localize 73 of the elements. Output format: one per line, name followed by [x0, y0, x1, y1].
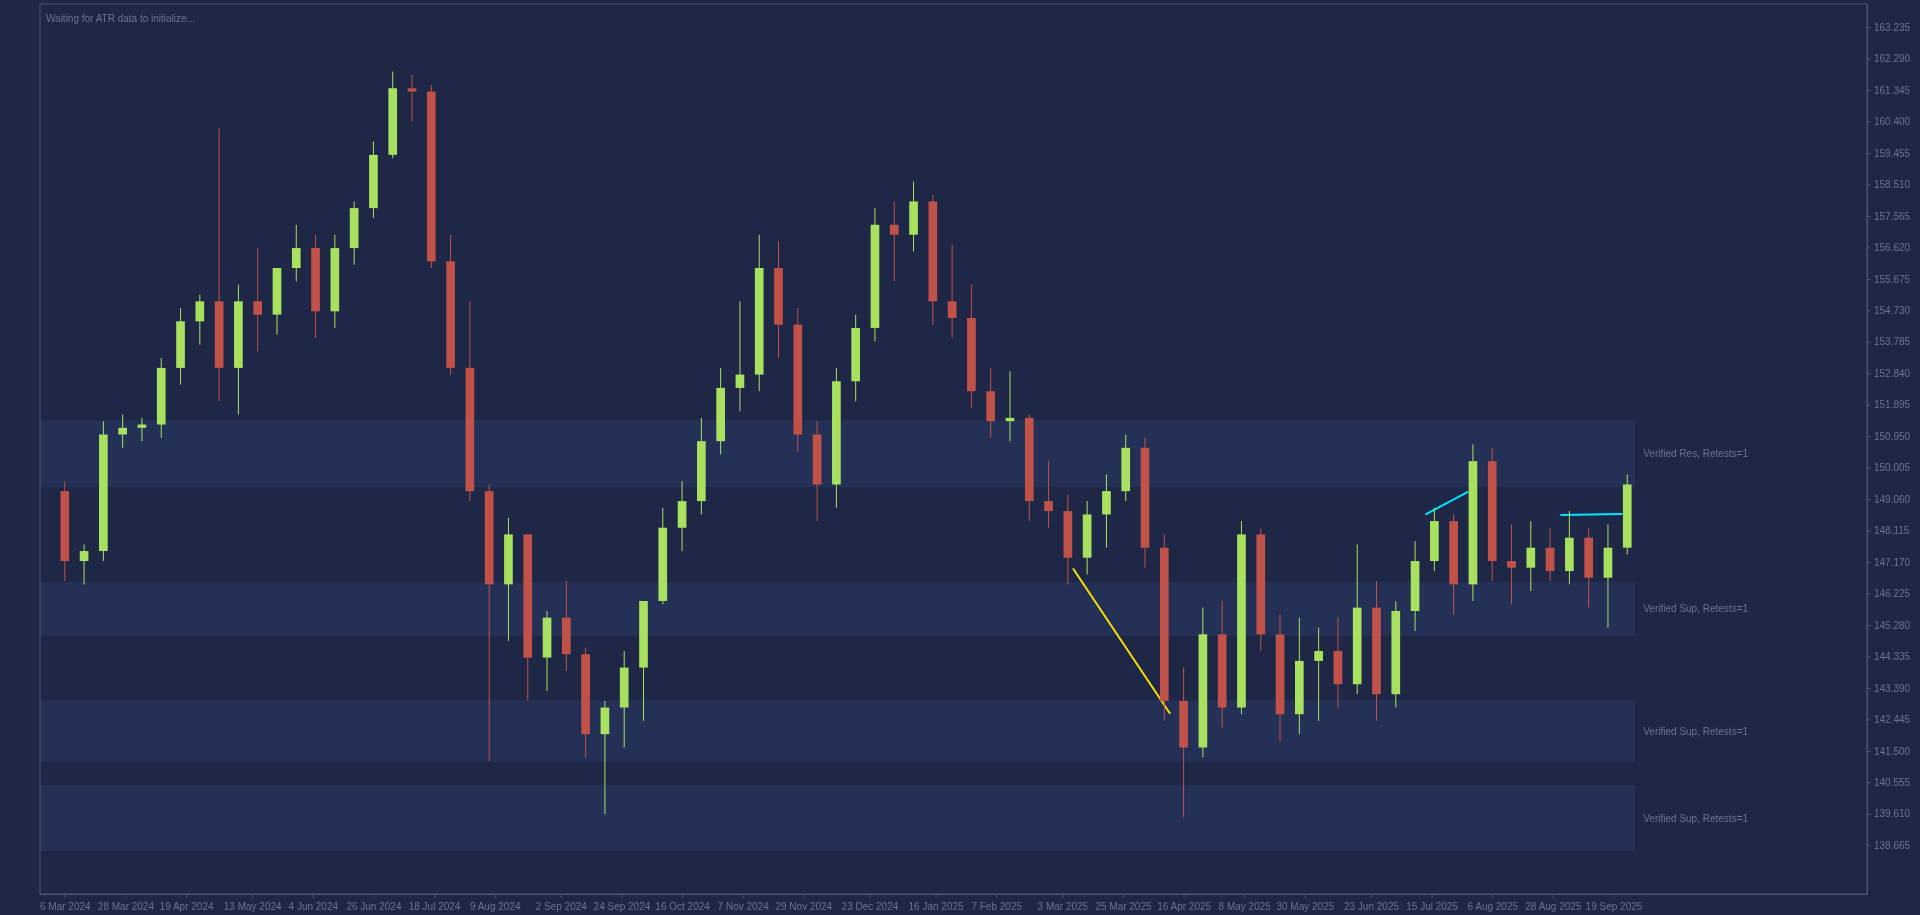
y-tick-label: 143.390	[1874, 682, 1911, 694]
candlestick	[1526, 520, 1536, 592]
x-tick-label: 13 May 2024	[223, 901, 283, 912]
x-tick-label: 29 Nov 2024	[775, 901, 833, 912]
x-tick-label: 7 Nov 2024	[717, 901, 770, 912]
band-label: Verified Sup, Retests=1	[1643, 603, 1749, 615]
y-tick-label: 138.665	[1874, 839, 1911, 851]
candlestick	[1102, 473, 1111, 549]
x-tick-label: 8 May 2025	[1218, 901, 1272, 912]
x-tick-label: 23 Jun 2025	[1343, 901, 1400, 912]
x-tick-label: 4 Jun 2024	[288, 901, 339, 912]
y-tick-label: 141.500	[1874, 745, 1911, 757]
candlestick	[407, 74, 417, 123]
x-tick-label: 28 Aug 2025	[1525, 901, 1582, 912]
y-tick-label: 149.060	[1874, 493, 1911, 505]
y-tick-label: 163.235	[1874, 21, 1911, 33]
candlestick	[1545, 527, 1555, 582]
candlestick	[79, 543, 89, 585]
candlestick	[735, 300, 745, 412]
x-tick-label: 25 Mar 2025	[1095, 901, 1152, 912]
y-tick-label: 155.675	[1874, 273, 1911, 285]
band-label: Verified Sup, Retests=1	[1643, 812, 1749, 824]
y-tick-label: 152.840	[1874, 367, 1911, 379]
y-tick-label: 147.170	[1874, 556, 1911, 568]
x-tick-label: 16 Oct 2024	[655, 901, 711, 912]
candlestick	[118, 414, 128, 449]
candlestick	[1044, 460, 1053, 529]
y-tick-label: 139.610	[1874, 808, 1911, 820]
candlestick	[947, 244, 957, 339]
y-tick-label: 151.895	[1874, 399, 1911, 411]
x-tick-label: 19 Apr 2024	[159, 901, 214, 912]
y-tick-label: 160.400	[1874, 116, 1911, 128]
x-tick-label: 26 Jun 2024	[346, 901, 402, 912]
y-tick-label: 150.950	[1874, 430, 1911, 442]
x-tick-label: 16 Jan 2025	[908, 901, 965, 912]
x-tick-label: 2 Sep 2024	[535, 901, 588, 912]
x-tick-label: 23 Dec 2024	[841, 901, 899, 912]
x-tick-label: 9 Aug 2024	[469, 901, 521, 912]
x-tick-label: 28 Mar 2024	[97, 901, 155, 912]
y-tick-label: 144.335	[1874, 651, 1911, 663]
x-tick-label: 16 Apr 2025	[1157, 901, 1212, 912]
x-tick-label: 3 Mar 2025	[1037, 901, 1089, 912]
annotation: Waiting for ATR data to initialize...	[46, 13, 195, 24]
y-tick-label: 159.455	[1874, 147, 1911, 159]
x-tick-label: 30 May 2025	[1276, 901, 1335, 912]
y-tick-label: 145.280	[1874, 619, 1911, 631]
candlestick	[195, 294, 205, 346]
x-tick-label: 6 Aug 2025	[1467, 901, 1519, 912]
y-tick-label: 162.290	[1874, 53, 1911, 65]
x-tick-label: 18 Jul 2024	[408, 901, 461, 912]
y-tick-label: 158.510	[1874, 179, 1911, 191]
y-tick-label: 161.345	[1874, 84, 1911, 96]
x-tick-label: 7 Feb 2025	[971, 901, 1023, 912]
candlestick	[889, 200, 899, 282]
x-tick-label: 19 Sep 2025	[1585, 901, 1643, 912]
y-tick-label: 150.005	[1874, 462, 1911, 474]
y-tick-label: 153.785	[1874, 336, 1911, 348]
x-tick-label: 24 Sep 2024	[593, 901, 651, 912]
candlestick	[291, 224, 301, 282]
y-tick-label: 140.555	[1874, 776, 1911, 788]
band-label: Verified Sup, Retests=1	[1643, 725, 1749, 737]
y-tick-label: 157.565	[1874, 210, 1911, 222]
x-tick-label: 15 Jul 2025	[1406, 901, 1459, 912]
y-tick-label: 154.730	[1874, 305, 1911, 317]
y-tick-label: 148.115	[1874, 525, 1910, 537]
candlestick	[1314, 627, 1323, 722]
candlestick	[1507, 523, 1516, 605]
y-tick-label: 156.620	[1874, 242, 1911, 254]
y-tick-label: 142.445	[1874, 714, 1911, 726]
band-label: Verified Res, Retests=1	[1643, 448, 1749, 460]
x-tick-label: 6 Mar 2024	[40, 901, 92, 912]
candlestick	[253, 247, 263, 352]
y-tick-label: 146.225	[1874, 588, 1911, 600]
